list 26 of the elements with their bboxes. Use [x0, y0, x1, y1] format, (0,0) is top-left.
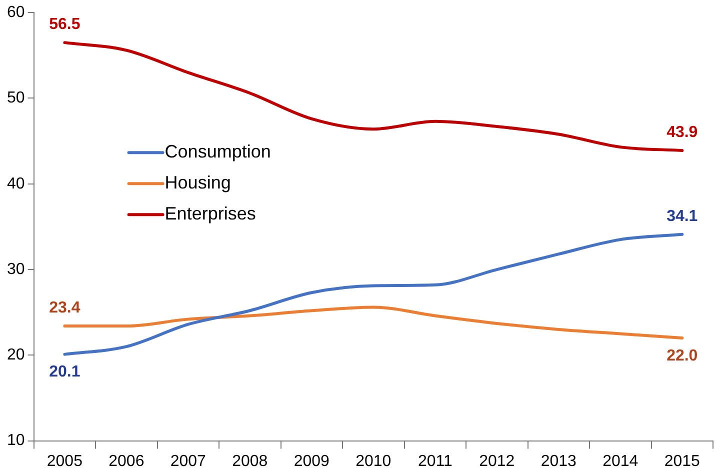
data-label: 22.0: [666, 347, 698, 364]
x-tick-label: 2007: [170, 452, 206, 470]
data-label: 56.5: [49, 16, 80, 33]
data-label: 34.1: [666, 208, 698, 225]
x-tick-label: 2015: [664, 452, 700, 470]
y-tick-label: 50: [7, 90, 25, 107]
x-tick-label: 2013: [540, 452, 577, 470]
y-tick-label: 10: [7, 432, 25, 450]
x-tick-label: 2006: [108, 452, 144, 470]
legend-label: Housing: [164, 172, 231, 193]
x-tick-label: 2011: [418, 452, 452, 470]
x-tick-label: 2010: [356, 452, 392, 470]
legend-label: Enterprises: [164, 204, 256, 224]
x-tick-label: 2009: [294, 452, 330, 470]
data-label: 20.1: [49, 364, 80, 381]
x-tick-label: 2008: [232, 452, 268, 470]
y-tick-label: 60: [7, 4, 25, 22]
y-tick-label: 40: [7, 175, 25, 192]
data-label: 43.9: [666, 124, 698, 141]
data-label: 23.4: [49, 299, 80, 316]
y-tick-label: 20: [7, 346, 25, 364]
legend-label: Consumption: [164, 142, 271, 162]
x-tick-label: 2014: [602, 452, 638, 470]
x-tick-label: 2005: [46, 452, 83, 470]
y-tick-label: 30: [7, 260, 25, 278]
x-tick-label: 2012: [479, 452, 515, 470]
